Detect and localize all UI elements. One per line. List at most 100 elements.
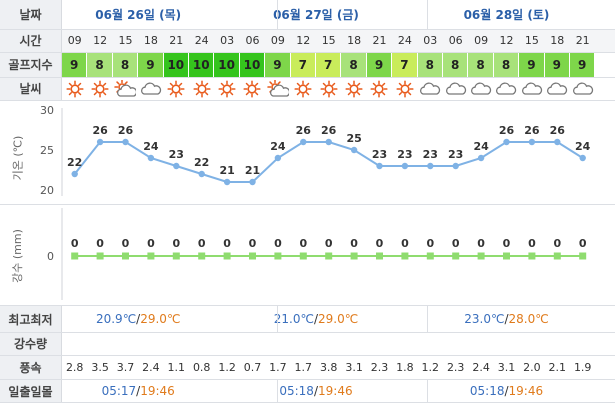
golf-index-cell: 10 [214,52,240,77]
hour-cell: 15 [321,34,336,47]
temperature-point [350,146,358,154]
rain-value: 0 [122,237,130,250]
minmax-cell: 23.0℃/28.0℃ [418,306,596,332]
rain-point [96,252,104,260]
minmax-separator: / [504,312,509,326]
weather-row: 날씨 [0,77,615,100]
temperature-point [401,162,409,170]
rain-value: 0 [96,237,104,250]
temp-y-tick: 25 [40,144,54,157]
hour-cell: 09 [474,34,489,47]
wind-speed-cell: 3.1 [345,360,363,374]
wind-speed-cell: 1.9 [573,360,592,374]
temp-y-tick: 20 [40,184,54,197]
wind-speed-cell: 2.4 [142,360,160,374]
date-label: 날짜 [0,0,62,29]
wind-speed-cell: 0.8 [192,360,211,374]
temperature-value: 23 [169,148,184,161]
sun-icon [62,77,87,100]
time-label: 시간 [0,29,62,52]
hour-cell: 03 [220,34,235,47]
rain-point [71,252,79,260]
temperature-value: 23 [397,148,412,161]
sun-icon [214,77,239,100]
weather-label: 날씨 [0,77,62,100]
golf-index-cell: 8 [87,52,113,77]
cloud-icon [570,77,595,100]
cloud-icon [468,77,493,100]
wind-label: 풍속 [0,355,62,379]
rain-value: 0 [376,237,384,250]
wind-speed-cell: 0.7 [243,360,262,374]
temperature-point [452,162,459,170]
max-temp: 29.0℃ [318,312,359,326]
temperature-point [477,154,485,162]
rain-point [172,252,180,260]
max-temp: 28.0℃ [508,312,549,326]
rain-point [503,252,510,260]
rain-value: 0 [477,237,485,250]
rain-value: 0 [528,237,536,250]
hour-cell: 03 [423,34,438,47]
sunrise-sunset-cell: 05:18/19:46 [214,379,417,403]
temperature-point [198,170,205,178]
rain-value: 0 [249,237,257,250]
sun-icon [316,77,341,100]
partly-cloudy-icon [113,77,138,100]
partly-cloudy-icon [265,77,290,100]
hour-cell: 18 [550,34,565,47]
temperature-value: 22 [67,156,82,169]
temperature-value: 21 [219,164,234,177]
sun-row: 일출일몰 05:17/19:46 05:18/19:46 05:18/19:46 [0,379,615,403]
temperature-value: 24 [270,140,286,153]
golf-index-cell: 8 [341,52,367,77]
golf-index-cell: 10 [239,52,266,77]
wind-speed-cell: 1.8 [396,360,414,374]
sun-separator: / [313,384,318,398]
hour-cell: 24 [397,34,412,47]
temperature-chart: 20 25 30 22 26 26 24 23 22 21 21 24 26 26 25 23 23 23 23 24… [40,104,591,197]
wind-speed-cell: 2.3 [370,360,389,374]
rain-point [528,252,536,260]
sunset-time: 19:46 [318,384,353,398]
rain-value: 0 [452,237,460,250]
rain-point [325,252,333,260]
min-temp: 21.0℃ [273,312,314,326]
sunrise-time: 05:18 [469,384,505,398]
sunrise-time: 05:18 [279,384,314,398]
temperature-point [528,138,536,146]
min-temp: 20.9℃ [95,312,137,326]
cloud-icon [418,77,443,100]
temperature-value: 21 [245,164,260,177]
hour-cell: 12 [296,34,311,47]
temperature-point [300,138,307,146]
hour-cell: 15 [118,34,133,47]
rain-amount-label: 강수량 [0,332,62,355]
golf-index-cell: 9 [366,52,393,77]
temperature-value: 23 [448,148,463,161]
rain-point [299,252,307,260]
cloud-icon [138,77,163,100]
sun-icon [164,77,189,100]
golf-index-cell: 7 [290,52,316,77]
temperature-value: 24 [143,140,159,153]
rain-value: 0 [426,237,434,250]
rain-value: 0 [223,237,231,250]
temperature-value: 24 [575,140,591,153]
temperature-value: 22 [194,156,209,169]
temperature-chart-row: 기온 (℃) 20 25 30 22 26 26 24 23 22 21 21 24 26 26 25 23 2… [0,100,615,204]
golf-index-cell: 9 [519,52,545,77]
wind-speed-cell: 2.8 [65,360,84,374]
wind-speed-cell: 2.1 [548,360,567,374]
rain-point [122,252,129,260]
sun-icon [341,77,366,100]
rain-point [376,252,383,260]
temperature-value: 23 [372,148,387,161]
rain-value: 0 [274,237,282,250]
golf-index-cell: 9 [544,52,570,77]
minmax-separator: / [136,312,141,326]
rain-point [147,252,155,260]
rain-value: 0 [147,237,155,250]
